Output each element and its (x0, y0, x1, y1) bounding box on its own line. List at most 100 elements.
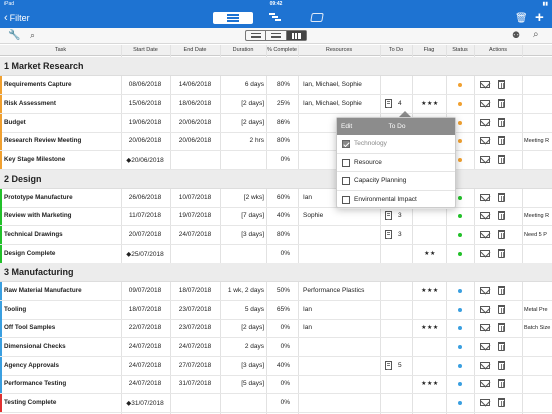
mail-icon[interactable] (480, 306, 490, 314)
table-row[interactable]: Risk Assessment 15/06/2018 18/06/2018 [2 da… (0, 95, 552, 114)
table-row[interactable]: Tooling 18/07/2018 23/07/2018 5 days 65% Ian M… (0, 301, 552, 320)
task-name[interactable]: Off Tool Samples (4, 319, 120, 337)
column-header[interactable]: % Complete (267, 47, 297, 53)
mail-icon[interactable] (480, 399, 490, 407)
mail-icon[interactable] (480, 231, 490, 239)
resources[interactable]: Ian, Michael, Sophie (303, 76, 379, 94)
end-date[interactable] (172, 394, 218, 412)
percent-complete[interactable]: 50% (268, 282, 290, 300)
resources[interactable]: Sophie (303, 207, 379, 225)
delete-icon[interactable] (498, 379, 505, 389)
mail-icon[interactable] (480, 287, 490, 295)
todo-cell[interactable]: 3 (385, 207, 411, 225)
start-date[interactable]: 20/07/2018 (122, 226, 168, 244)
end-date[interactable]: 27/07/2018 (172, 357, 218, 375)
notes[interactable] (524, 282, 552, 300)
notes[interactable] (524, 245, 552, 263)
status-cell[interactable] (448, 95, 472, 113)
start-date[interactable]: 11/07/2018 (122, 207, 168, 225)
notes[interactable]: Meeting R (524, 132, 552, 150)
todo-cell[interactable] (385, 245, 411, 263)
column-header[interactable]: Status (452, 47, 468, 53)
flag-rating[interactable]: ★★★ (415, 282, 445, 300)
resources[interactable]: Performance Plastics (303, 282, 379, 300)
percent-complete[interactable]: 0% (268, 151, 290, 169)
mail-icon[interactable] (480, 380, 490, 388)
percent-complete[interactable]: 25% (268, 95, 290, 113)
mail-icon[interactable] (480, 343, 490, 351)
task-name[interactable]: Tooling (4, 301, 120, 319)
mail-icon[interactable] (480, 324, 490, 332)
delete-icon[interactable] (498, 193, 505, 203)
people-icon[interactable]: ⚉ (512, 30, 521, 40)
notes-view-icon[interactable] (310, 13, 324, 22)
table-row[interactable]: Testing Complete ◆31/07/2018 0% (0, 394, 552, 413)
end-date[interactable]: 19/07/2018 (172, 207, 218, 225)
view-grid-button[interactable] (286, 31, 306, 40)
end-date[interactable]: 24/07/2018 (172, 226, 218, 244)
resources[interactable] (303, 394, 379, 412)
column-header[interactable]: Resources (325, 47, 353, 53)
percent-complete[interactable]: 0% (268, 394, 290, 412)
status-cell[interactable] (448, 114, 472, 132)
todo-item[interactable]: Resource (337, 154, 455, 172)
popover-edit-button[interactable]: Edit (341, 123, 353, 130)
resources[interactable] (303, 245, 379, 263)
table-row[interactable]: Dimensional Checks 24/07/2018 24/07/2018 2 … (0, 338, 552, 357)
end-date[interactable]: 14/06/2018 (172, 76, 218, 94)
flag-rating[interactable]: ★★ (415, 245, 445, 263)
status-cell[interactable] (448, 357, 472, 375)
end-date[interactable]: 20/06/2018 (172, 114, 218, 132)
delete-icon[interactable] (498, 249, 505, 259)
mail-icon[interactable] (480, 100, 490, 108)
notes[interactable] (524, 76, 552, 94)
back-button[interactable]: ‹ Filter (4, 12, 30, 24)
start-date[interactable]: ◆25/07/2018 (122, 245, 168, 263)
delete-icon[interactable] (498, 398, 505, 408)
mail-icon[interactable] (480, 137, 490, 145)
status-cell[interactable] (448, 338, 472, 356)
notes[interactable] (524, 338, 552, 356)
task-name[interactable]: Budget (4, 114, 120, 132)
mail-icon[interactable] (480, 156, 490, 164)
resources[interactable] (303, 338, 379, 356)
start-date[interactable]: 22/07/2018 (122, 319, 168, 337)
mail-icon[interactable] (480, 81, 490, 89)
search-icon[interactable]: ⌕ (533, 29, 539, 40)
start-date[interactable]: 08/06/2018 (122, 76, 168, 94)
table-row[interactable]: Key Stage Milestone ◆20/06/2018 0% (0, 151, 552, 170)
notes[interactable]: Meeting R (524, 207, 552, 225)
wrench-icon[interactable]: 🔧 (8, 30, 21, 41)
gantt-view-button[interactable] (269, 13, 281, 23)
percent-complete[interactable]: 80% (268, 132, 290, 150)
duration[interactable]: [2 days] (222, 319, 264, 337)
task-name[interactable]: Review with Marketing (4, 207, 120, 225)
todo-checkbox[interactable] (342, 177, 350, 185)
mail-icon[interactable] (480, 212, 490, 220)
table-row[interactable]: Performance Testing 24/07/2018 31/07/2018 [… (0, 375, 552, 394)
column-header[interactable]: Actions (488, 47, 508, 53)
notes[interactable] (524, 95, 552, 113)
status-cell[interactable] (448, 207, 472, 225)
resources[interactable]: Ian (303, 189, 379, 207)
flag-rating[interactable] (415, 207, 445, 225)
status-cell[interactable] (448, 375, 472, 393)
mail-icon[interactable] (480, 194, 490, 202)
todo-cell[interactable] (385, 394, 411, 412)
status-cell[interactable] (448, 319, 472, 337)
task-name[interactable]: Risk Assessment (4, 95, 120, 113)
notes[interactable] (524, 394, 552, 412)
todo-item[interactable]: Capacity Planning (337, 172, 455, 191)
duration[interactable]: [3 days] (222, 357, 264, 375)
duration[interactable] (222, 394, 264, 412)
end-date[interactable] (172, 151, 218, 169)
todo-item[interactable]: Environmental Impact (337, 191, 455, 209)
status-cell[interactable] (448, 245, 472, 263)
flag-rating[interactable] (415, 76, 445, 94)
column-header[interactable]: To Do (388, 47, 404, 53)
start-date[interactable]: 24/07/2018 (122, 375, 168, 393)
delete-icon[interactable] (498, 286, 505, 296)
task-name[interactable]: Performance Testing (4, 375, 120, 393)
task-name[interactable]: Raw Material Manufacture (4, 282, 120, 300)
end-date[interactable]: 10/07/2018 (172, 189, 218, 207)
